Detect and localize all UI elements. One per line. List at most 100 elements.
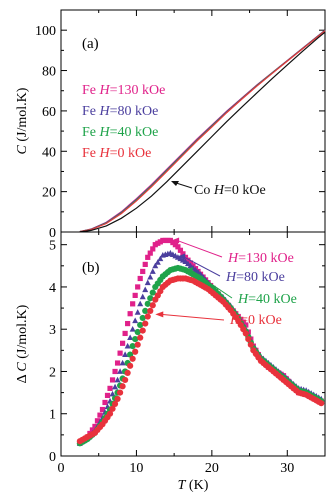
series-line: [79, 31, 326, 233]
panel-b-xlabel: T (K): [178, 478, 209, 493]
data-point: [130, 301, 136, 307]
annotation-label: H=0 kOe: [229, 313, 282, 328]
data-point: [149, 289, 156, 296]
data-point: [112, 383, 119, 390]
annotation-arrowhead: [177, 253, 186, 260]
panel-a-series: [79, 29, 326, 233]
data-point: [144, 313, 151, 320]
data-point: [112, 368, 118, 375]
data-point: [247, 341, 254, 348]
annotation-arrow: [182, 256, 221, 277]
data-point: [106, 410, 114, 417]
annotation-label: H=130 kOe: [227, 251, 294, 266]
annotation-arrowhead: [184, 267, 193, 274]
data-point: [142, 307, 149, 314]
x-tick-label: 10: [129, 461, 143, 476]
legend-entry: Fe H=0 kOe: [82, 146, 151, 161]
data-point: [139, 293, 146, 300]
data-point: [243, 322, 249, 328]
data-point: [127, 362, 134, 369]
data-point: [125, 320, 131, 327]
panel-b-label: (b): [82, 260, 100, 276]
data-point: [89, 427, 96, 433]
x-tick-label: 30: [280, 461, 294, 476]
y-tick-label: 60: [42, 105, 56, 120]
data-point: [147, 250, 153, 256]
data-point: [109, 390, 116, 397]
data-point: [132, 292, 138, 298]
annotation-arrow: [161, 313, 225, 321]
y-tick-label: 40: [42, 145, 56, 160]
data-point: [119, 359, 126, 366]
data-point: [177, 247, 184, 253]
data-point: [137, 275, 143, 282]
data-point: [242, 330, 249, 337]
data-point: [104, 392, 111, 399]
annotation-arrowhead: [171, 237, 180, 244]
data-point: [102, 399, 108, 406]
data-point: [124, 369, 131, 376]
data-point: [97, 412, 103, 418]
data-point: [117, 368, 124, 374]
data-point: [117, 350, 123, 356]
data-point: [137, 321, 144, 329]
y-tick-label: 0: [49, 450, 56, 465]
data-point: [150, 246, 156, 252]
y-tick-label: 5: [49, 239, 56, 254]
panel-b-axes: 0 1 2 3 4 5 0 10 20 30: [49, 232, 326, 476]
panel-b-frame: [60, 231, 326, 457]
panel-a-label: (a): [82, 36, 99, 52]
co-annotation-text: Co H=0 kOe: [194, 183, 266, 198]
data-point: [132, 317, 139, 324]
data-point: [147, 307, 154, 314]
panel-b-series: [76, 237, 325, 447]
data-point: [107, 385, 113, 391]
annotation-arrow: [176, 239, 223, 258]
data-point: [245, 335, 252, 343]
data-point: [119, 383, 126, 390]
data-point: [94, 418, 101, 424]
panel-b-ylabel: Δ C (J/mol.K): [15, 304, 30, 383]
data-point: [147, 273, 154, 280]
data-point: [142, 286, 149, 293]
co-annotation-arrowhead: [171, 181, 179, 186]
data-point: [157, 255, 164, 262]
data-point: [114, 395, 121, 403]
data-point: [109, 377, 116, 383]
data-point: [142, 320, 149, 327]
data-point: [132, 348, 139, 355]
legend-entry: Fe H=40 kOe: [82, 125, 158, 140]
y-tick-label: 0: [49, 226, 56, 241]
data-point: [139, 314, 146, 322]
y-tick-label: 2: [49, 365, 56, 380]
data-point: [132, 335, 139, 343]
data-point: [175, 244, 181, 250]
data-point: [129, 355, 136, 362]
data-point: [137, 334, 144, 341]
data-point: [180, 251, 186, 257]
data-point: [144, 300, 151, 307]
data-point: [134, 328, 141, 336]
series-line: [79, 30, 326, 233]
x-tick-label: 20: [205, 461, 219, 476]
data-point: [140, 268, 146, 275]
annotation-label: H=40 kOe: [237, 292, 297, 307]
data-point: [154, 259, 161, 265]
panel-a-ylabel: C (J/mol.K): [15, 87, 30, 154]
series-markers: [76, 275, 325, 445]
data-point: [135, 284, 141, 290]
data-point: [152, 262, 159, 269]
data-point: [92, 423, 98, 430]
data-point: [134, 309, 141, 315]
data-point: [134, 341, 141, 348]
data-point: [137, 300, 144, 307]
data-point: [149, 268, 156, 274]
panel-b-annotations: H=130 kOe H=80 kOe H=40 kOe H=0 kOe: [155, 237, 297, 328]
data-point: [129, 326, 136, 332]
data-point: [127, 334, 134, 341]
data-point: [122, 351, 129, 357]
series-markers: [77, 237, 324, 446]
x-tick-label: 0: [58, 461, 65, 476]
data-point: [145, 254, 151, 260]
